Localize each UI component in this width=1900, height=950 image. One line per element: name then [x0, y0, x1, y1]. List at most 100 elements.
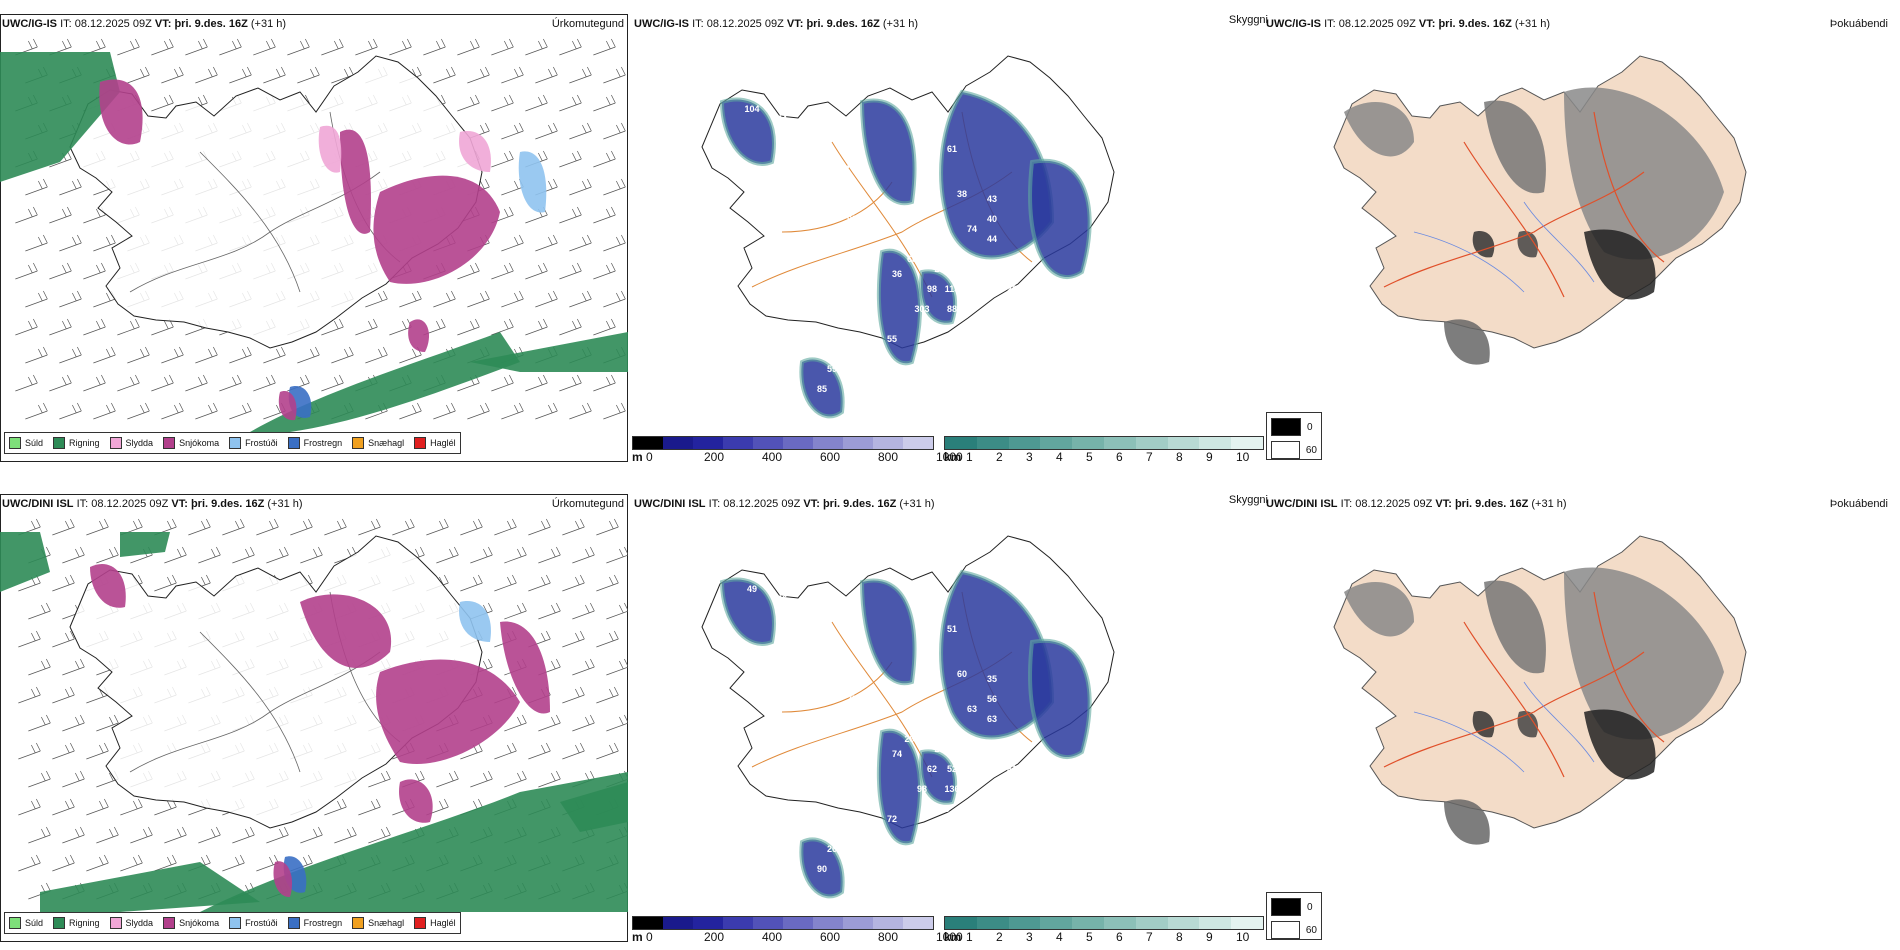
wind-barb	[62, 770, 85, 788]
wind-barb	[491, 318, 514, 336]
colorbar-tick: 4	[1056, 450, 1063, 464]
road-lines	[1383, 111, 1665, 298]
visibility-value-label: 75	[847, 694, 857, 704]
wind-barb	[535, 234, 558, 252]
legend-swatch	[53, 437, 66, 449]
precip-area	[459, 131, 491, 172]
river-lines	[1413, 681, 1595, 773]
visibility-value-label: 43	[987, 194, 997, 204]
colorbar-tick: 3	[1026, 930, 1033, 944]
it-label: IT:	[1324, 18, 1336, 30]
wind-barb	[559, 374, 582, 392]
wind-barb	[358, 798, 381, 816]
colorbar-segment	[1103, 917, 1136, 929]
visibility-value-label: 101	[924, 374, 939, 384]
wind-barb	[501, 122, 524, 140]
colorbar-tick: 1000	[936, 930, 963, 944]
visibility-value-label: 63	[967, 704, 977, 714]
wind-barb	[52, 686, 75, 704]
it-label: IT:	[692, 18, 704, 30]
wind-barb	[504, 770, 527, 788]
legend-label: Rigning	[69, 918, 100, 928]
wind-barb	[528, 574, 551, 592]
legend-item: Haglél	[414, 437, 456, 449]
colorbar-segment	[783, 437, 813, 449]
wind-barb	[297, 66, 320, 84]
visibility-value-label: 92	[847, 214, 857, 224]
model-name: UWC/DINI ISL	[2, 498, 74, 510]
lead-time: (+31 h)	[899, 498, 935, 510]
colorbar-segment	[1072, 437, 1104, 449]
colorbar-tick: 5	[1086, 450, 1093, 464]
wind-barb	[188, 518, 211, 536]
visibility-value-label: 90	[817, 864, 827, 874]
wind-barb	[222, 518, 245, 536]
legend-label: Slydda	[125, 438, 154, 448]
visibility-value-label: 55	[887, 334, 897, 344]
river-lines	[1413, 201, 1595, 293]
wind-barb	[52, 630, 75, 648]
wind-barb	[535, 402, 558, 420]
fog-legend: 0 60	[1266, 892, 1322, 940]
wind-barb	[593, 150, 616, 168]
colorbar-segment	[945, 917, 977, 929]
wind-barb	[198, 546, 221, 564]
wind-barb	[18, 630, 41, 648]
colorbar-segment	[1231, 437, 1263, 449]
precip-map	[0, 38, 628, 432]
issue-time: 08.12.2025 09Z	[74, 18, 152, 30]
visibility-value-label: 88	[947, 304, 957, 314]
wind-barb	[324, 798, 347, 816]
visibility-value-label: 113	[945, 284, 960, 294]
precip-area	[340, 129, 371, 234]
fog-index-area	[1344, 582, 1414, 637]
wind-barb	[433, 402, 456, 420]
legend-label: Frostregn	[303, 918, 343, 928]
visibility-value-label: 98	[917, 784, 927, 794]
wind-barb	[457, 318, 480, 336]
issue-time: 08.12.2025 09Z	[706, 18, 784, 30]
vt-label: VT:	[786, 18, 804, 30]
wind-barb	[596, 742, 619, 760]
colorbar-segment	[903, 917, 933, 929]
wind-barb	[86, 742, 109, 760]
visibility-value-label: 67	[877, 354, 887, 364]
wind-barb	[185, 38, 208, 56]
fog-index-area	[1517, 711, 1539, 738]
wind-barb	[491, 374, 514, 392]
precip-legend: Súld Rigning Slydda Snjókoma Frostúði Frostre…	[4, 912, 461, 934]
fog-swatch-white	[1271, 921, 1300, 939]
wind-barb	[331, 346, 354, 364]
colorbar-tick: 10	[1236, 450, 1250, 464]
fog-legend-label: 0	[1307, 421, 1313, 433]
it-label: IT:	[76, 498, 89, 510]
wind-barb	[25, 402, 48, 420]
colorbar-segment	[1008, 917, 1041, 929]
colorbar-unit: m	[632, 450, 643, 464]
wind-barb	[300, 826, 323, 844]
visibility-area	[799, 837, 845, 899]
issue-time: 08.12.2025 09Z	[91, 498, 169, 510]
wind-barb	[494, 742, 517, 760]
wind-barb	[535, 290, 558, 308]
wind-barb	[300, 546, 323, 564]
wind-barb	[287, 38, 310, 56]
model-name: UWC/DINI ISL	[634, 498, 706, 510]
wind-barb	[93, 234, 116, 252]
precip-map	[0, 518, 628, 912]
fog-legend: 0 60	[1266, 412, 1322, 460]
wind-barb	[460, 518, 483, 536]
colorbar-tick: 10	[1236, 930, 1250, 944]
wind-barb	[572, 602, 595, 620]
wind-barb	[392, 518, 415, 536]
visibility-value-label: 164	[914, 114, 929, 124]
visibility-value-label: 53	[827, 899, 837, 909]
wind-barb	[504, 714, 527, 732]
road-lines	[1383, 591, 1665, 778]
wind-barb	[232, 546, 255, 564]
legend-swatch	[163, 917, 176, 929]
colorbar-tick: 600	[820, 450, 841, 464]
wind-barb	[467, 402, 490, 420]
road-lines	[751, 111, 1033, 298]
legend-label: Snæhagl	[368, 438, 405, 448]
